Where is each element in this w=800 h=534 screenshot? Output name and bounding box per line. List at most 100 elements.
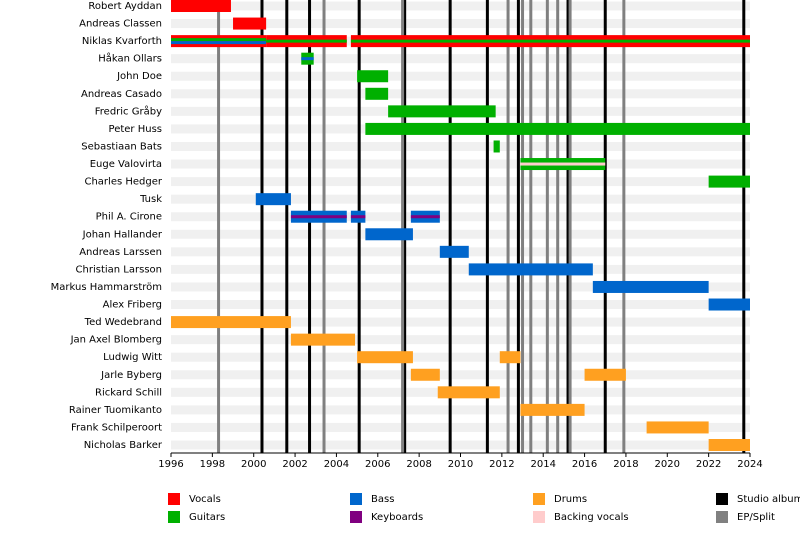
- member-name: Robert Ayddan: [88, 1, 162, 12]
- member-bar: [646, 421, 709, 434]
- role-stripe: [350, 39, 750, 43]
- member-name: Andreas Casado: [81, 89, 162, 100]
- legend-swatch: [716, 493, 728, 505]
- member-name: Jan Axel Blomberg: [70, 335, 162, 346]
- row-background: [171, 54, 750, 64]
- member-bar: [437, 386, 500, 399]
- row-background: [171, 282, 750, 292]
- member-bar: [493, 140, 500, 153]
- row-background: [171, 1, 750, 11]
- legend-swatch: [350, 493, 362, 505]
- member-name: Sebastiaan Bats: [81, 141, 162, 152]
- x-tick-label: 2004: [324, 459, 349, 470]
- row-background: [171, 370, 750, 380]
- x-tick-label: 1998: [200, 459, 225, 470]
- member-bar: [410, 368, 440, 381]
- legend-label: Backing vocals: [554, 512, 629, 523]
- row-background: [171, 177, 750, 187]
- member-name: Ludwig Witt: [103, 352, 162, 363]
- member-name: Frank Schilperoort: [71, 422, 162, 433]
- role-stripe: [171, 38, 267, 42]
- row-background: [171, 317, 750, 327]
- row-background: [171, 440, 750, 450]
- x-tick-label: 2006: [365, 459, 390, 470]
- member-bar: [708, 175, 750, 188]
- member-bar: [357, 70, 389, 83]
- member-bar: [520, 403, 585, 416]
- x-tick-label: 2008: [406, 459, 431, 470]
- member-name: Jarle Byberg: [100, 370, 162, 381]
- legend-label: Bass: [371, 494, 394, 505]
- x-tick-label: 2012: [489, 459, 514, 470]
- member-bar: [708, 439, 750, 451]
- row-background: [171, 422, 750, 432]
- legend-label: EP/Split: [737, 512, 775, 523]
- member-bar: [584, 368, 626, 381]
- member-bar: [499, 351, 521, 364]
- x-tick-label: 2016: [572, 459, 597, 470]
- legend-swatch: [533, 511, 545, 523]
- member-name: Alex Friberg: [103, 300, 162, 311]
- x-tick-label: 2014: [530, 459, 555, 470]
- legend-swatch: [168, 511, 180, 523]
- member-name: Charles Hedger: [84, 177, 162, 188]
- member-bar: [592, 280, 709, 293]
- member-name: Nicholas Barker: [84, 440, 163, 451]
- member-bar: [439, 245, 469, 258]
- x-tick-label: 2002: [282, 459, 307, 470]
- member-name: John Doe: [116, 71, 162, 82]
- member-bar: [290, 333, 356, 346]
- member-name: Christian Larsson: [76, 264, 162, 275]
- legend-swatch: [533, 493, 545, 505]
- legend-label: Studio album: [737, 494, 800, 505]
- row-background: [171, 212, 750, 222]
- row-background: [171, 71, 750, 81]
- x-tick-label: 2010: [448, 459, 473, 470]
- role-stripe: [350, 215, 366, 219]
- member-bar: [365, 122, 750, 135]
- row-background: [171, 405, 750, 415]
- row-background: [171, 352, 750, 362]
- member-name: Niklas Kvarforth: [82, 36, 162, 47]
- legend-swatch: [350, 511, 362, 523]
- member-name: Markus Hammarström: [51, 282, 162, 293]
- role-stripe: [171, 41, 267, 45]
- member-name: Andreas Classen: [79, 19, 162, 30]
- legend-label: Keyboards: [371, 512, 423, 523]
- member-bar: [468, 263, 593, 276]
- member-bar: [171, 316, 291, 329]
- member-name: Rickard Schill: [95, 387, 162, 398]
- row-background: [171, 335, 750, 345]
- row-background: [171, 229, 750, 239]
- row-background: [171, 19, 750, 29]
- row-background: [171, 141, 750, 151]
- x-tick-label: 2022: [696, 459, 721, 470]
- role-stripe: [301, 57, 314, 61]
- member-bar: [255, 193, 291, 206]
- member-bar: [365, 228, 413, 241]
- member-bar: [233, 17, 267, 30]
- member-bar: [171, 0, 231, 12]
- legend-swatch: [168, 493, 180, 505]
- role-stripe: [410, 215, 440, 219]
- member-name: Ted Wedebrand: [84, 317, 162, 328]
- row-background: [171, 159, 750, 169]
- row-background: [171, 300, 750, 310]
- member-bar: [388, 105, 496, 118]
- legend-swatch: [716, 511, 728, 523]
- member-bar: [365, 87, 389, 100]
- member-name: Tusk: [139, 194, 162, 205]
- role-stripe: [520, 162, 606, 166]
- member-name: Johan Hallander: [82, 229, 163, 240]
- member-name: Fredric Gråby: [95, 104, 162, 117]
- row-background: [171, 194, 750, 204]
- x-tick-label: 2018: [613, 459, 638, 470]
- member-name: Phil A. Cirone: [96, 212, 162, 223]
- legend-label: Guitars: [189, 512, 225, 523]
- row-background: [171, 264, 750, 274]
- x-tick-label: 2000: [241, 459, 266, 470]
- legend-label: Drums: [554, 494, 587, 505]
- legend-label: Vocals: [189, 494, 221, 505]
- role-stripe: [290, 215, 347, 219]
